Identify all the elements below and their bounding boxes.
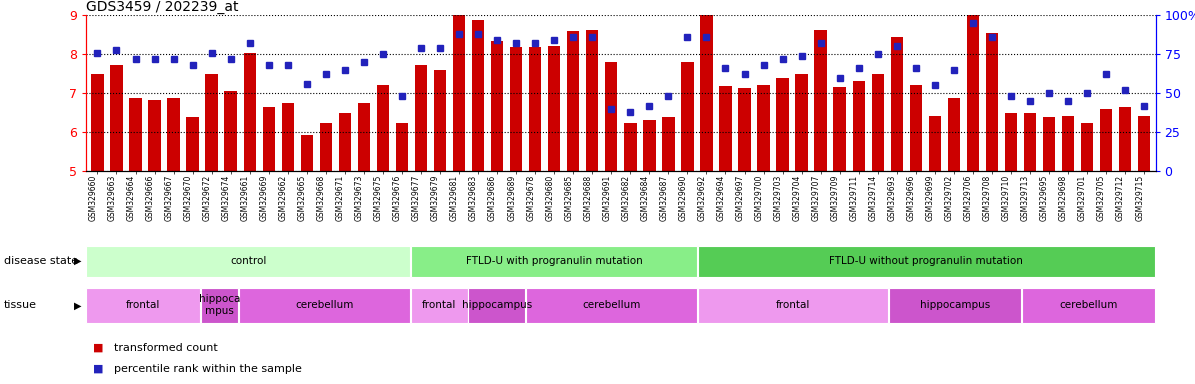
Bar — [434, 70, 446, 171]
Bar — [491, 41, 503, 171]
Bar — [681, 62, 693, 171]
Bar — [871, 74, 884, 171]
Bar — [263, 107, 275, 171]
Bar — [376, 84, 390, 171]
Text: GDS3459 / 202239_at: GDS3459 / 202239_at — [86, 0, 239, 14]
Bar — [244, 53, 256, 171]
Bar — [186, 117, 198, 171]
Bar — [468, 288, 525, 323]
Bar — [1080, 123, 1093, 171]
Bar — [319, 123, 332, 171]
Bar — [967, 0, 979, 171]
Bar — [815, 30, 827, 171]
Bar — [909, 85, 923, 171]
Bar — [282, 103, 294, 171]
Text: FTLD-U with progranulin mutation: FTLD-U with progranulin mutation — [466, 256, 643, 266]
Text: FTLD-U without progranulin mutation: FTLD-U without progranulin mutation — [829, 256, 1023, 266]
Bar — [662, 117, 674, 171]
Text: hippocampus: hippocampus — [920, 300, 991, 310]
Bar — [415, 65, 427, 171]
Bar — [852, 81, 865, 171]
Text: cerebellum: cerebellum — [295, 300, 354, 310]
Bar — [700, 2, 712, 171]
Bar — [719, 86, 731, 171]
Bar — [396, 123, 409, 171]
Bar — [357, 103, 370, 171]
Bar — [86, 246, 410, 276]
Bar — [1043, 117, 1055, 171]
Text: tissue: tissue — [4, 300, 37, 310]
Bar — [1062, 116, 1074, 171]
Bar — [758, 84, 770, 171]
Text: control: control — [231, 256, 266, 266]
Bar — [586, 30, 599, 171]
Bar — [1119, 107, 1132, 171]
Bar — [411, 288, 467, 323]
Bar — [1022, 288, 1156, 323]
Bar — [777, 78, 789, 171]
Bar — [239, 288, 410, 323]
Bar — [643, 120, 656, 171]
Bar — [1099, 109, 1113, 171]
Bar — [833, 87, 846, 171]
Text: ▶: ▶ — [74, 256, 81, 266]
Bar — [338, 113, 351, 171]
Text: cerebellum: cerebellum — [1060, 300, 1117, 310]
Bar — [301, 135, 313, 171]
Bar — [1005, 113, 1017, 171]
Text: ■: ■ — [93, 343, 104, 353]
Bar — [526, 288, 697, 323]
Bar — [698, 246, 1156, 276]
Bar — [510, 47, 522, 171]
Text: hippocampus: hippocampus — [461, 300, 532, 310]
Bar — [796, 74, 808, 171]
Bar — [624, 123, 637, 171]
Text: frontal: frontal — [776, 300, 810, 310]
Text: ▶: ▶ — [74, 300, 81, 310]
Bar — [201, 288, 239, 323]
Bar — [890, 37, 903, 171]
Text: disease state: disease state — [4, 256, 78, 266]
Bar — [529, 47, 541, 171]
Bar — [206, 74, 217, 171]
Text: percentile rank within the sample: percentile rank within the sample — [114, 364, 301, 374]
Bar — [1138, 116, 1151, 171]
Text: transformed count: transformed count — [114, 343, 217, 353]
Bar — [698, 288, 888, 323]
Bar — [568, 31, 580, 171]
Bar — [605, 62, 618, 171]
Bar — [167, 98, 179, 171]
Bar — [986, 33, 998, 171]
Bar — [86, 288, 201, 323]
Bar — [453, 15, 465, 171]
Text: frontal: frontal — [127, 300, 160, 310]
Bar — [739, 88, 750, 171]
Bar — [948, 98, 960, 171]
Bar — [472, 20, 484, 171]
Bar — [411, 246, 697, 276]
Bar — [148, 100, 161, 171]
Text: cerebellum: cerebellum — [582, 300, 641, 310]
Bar — [91, 74, 104, 171]
Bar — [889, 288, 1022, 323]
Text: frontal: frontal — [422, 300, 456, 310]
Bar — [225, 91, 237, 171]
Bar — [129, 98, 142, 171]
Text: ■: ■ — [93, 364, 104, 374]
Bar — [1024, 113, 1036, 171]
Bar — [549, 46, 560, 171]
Bar — [110, 65, 123, 171]
Text: hippoca
mpus: hippoca mpus — [200, 295, 240, 316]
Bar — [929, 116, 940, 171]
